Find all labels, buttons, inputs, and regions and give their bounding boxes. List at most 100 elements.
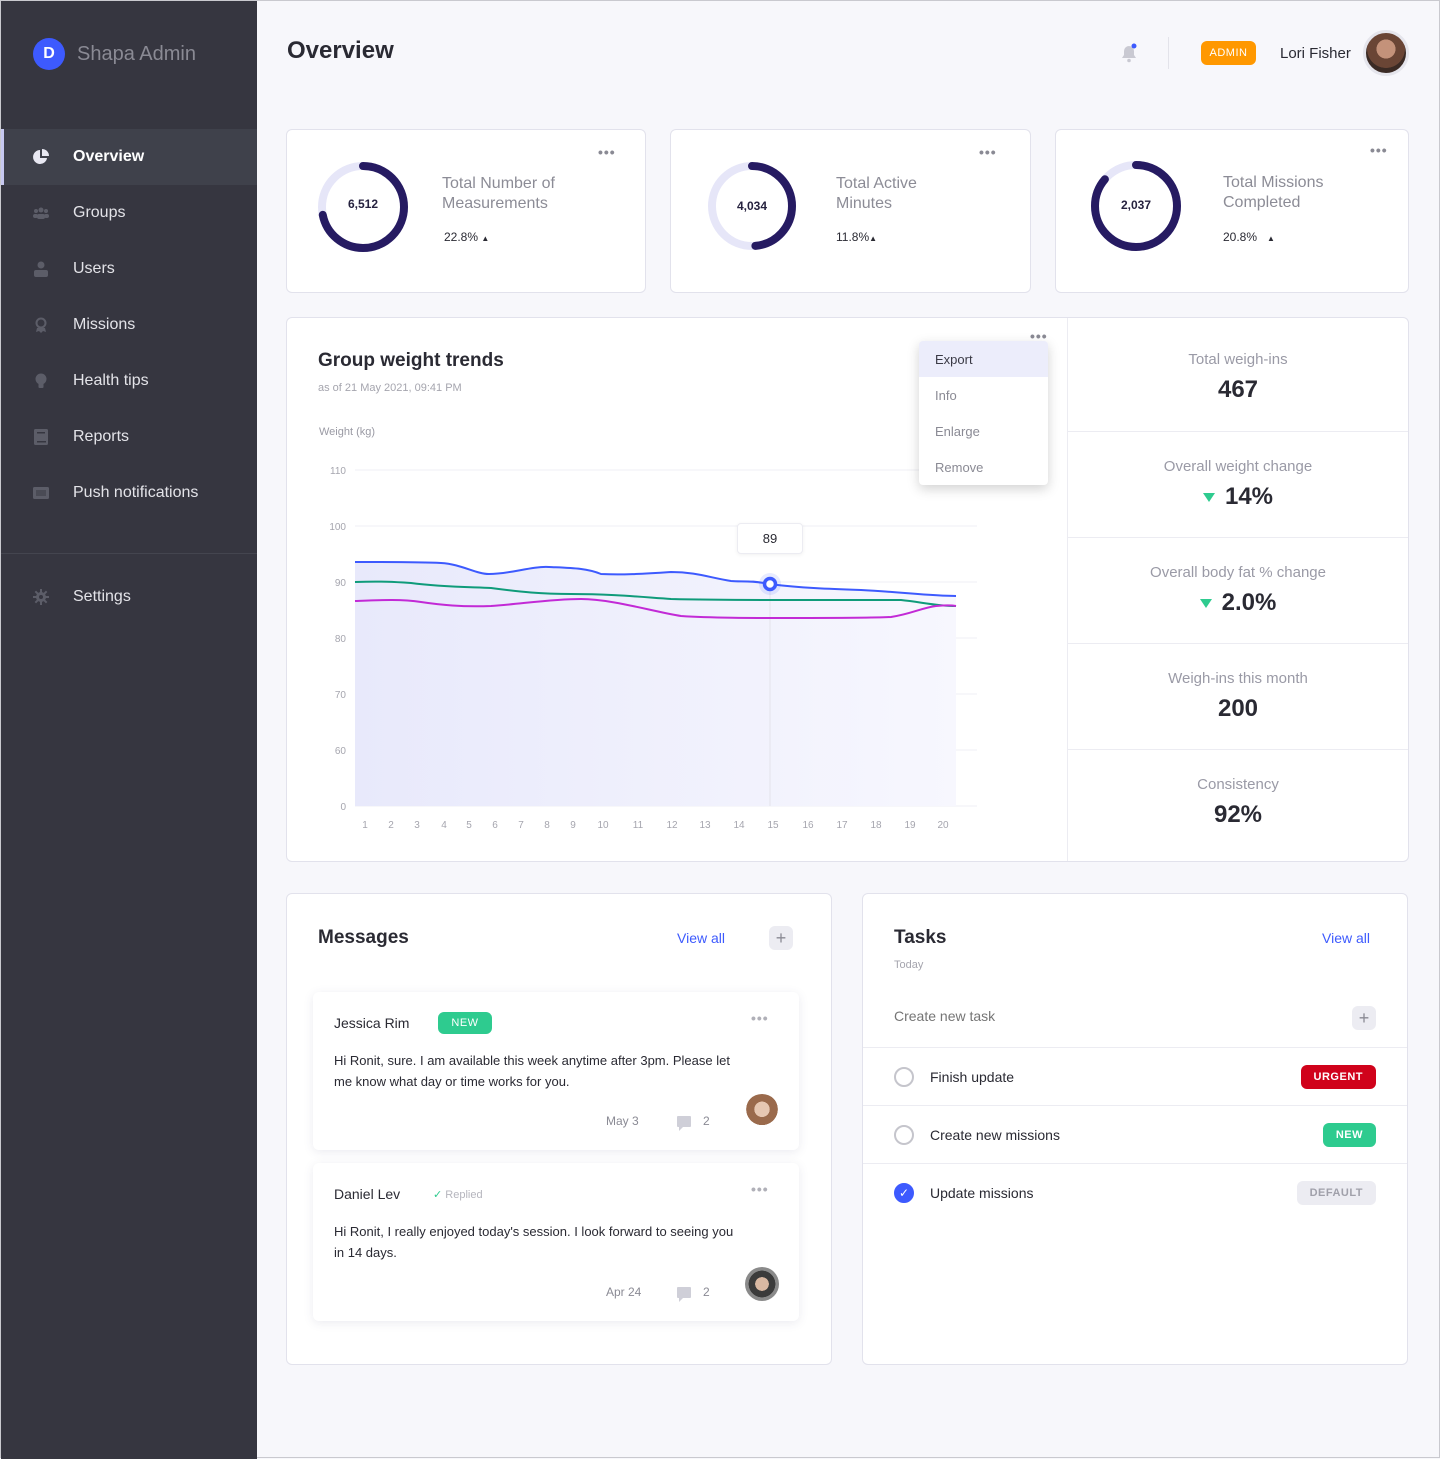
- menu-item-remove[interactable]: Remove: [935, 459, 984, 475]
- message-date: Apr 24: [606, 1285, 642, 1299]
- svg-text:17: 17: [836, 820, 848, 831]
- more-options-button[interactable]: •••: [598, 144, 616, 160]
- chart-title: Group weight trends: [318, 350, 504, 371]
- stat-label: Overall weight change: [1163, 458, 1313, 475]
- kpi-card-missions: 2,037 Total Missions Completed 20.8% ▲ ••…: [1055, 129, 1409, 293]
- plus-icon: +: [775, 927, 787, 948]
- svg-text:20: 20: [937, 820, 949, 831]
- add-message-button[interactable]: +: [769, 926, 793, 950]
- stat-value: 2.0%: [1068, 589, 1408, 617]
- sidebar-item-reports[interactable]: Reports: [1, 409, 257, 465]
- sidebar-item-label: Missions: [73, 316, 136, 333]
- kpi-card-active-minutes: 4,034 Total Active Minutes 11.8%▲ •••: [670, 129, 1031, 293]
- brand[interactable]: D Shapa Admin: [33, 38, 196, 70]
- message-item[interactable]: Daniel Lev ✓ Replied ••• Hi Ronit, I rea…: [313, 1163, 799, 1321]
- comment-icon: [677, 1286, 691, 1302]
- stat-value: 14%: [1068, 483, 1408, 511]
- messages-view-all-link[interactable]: View all: [677, 930, 725, 946]
- task-priority-badge: DEFAULT: [1296, 1180, 1376, 1205]
- donut-chart: [708, 162, 796, 250]
- svg-text:12: 12: [666, 820, 678, 831]
- role-badge: ADMIN: [1201, 41, 1256, 65]
- sidebar-item-overview[interactable]: Overview: [1, 129, 257, 185]
- user-name[interactable]: Lori Fisher: [1280, 45, 1351, 62]
- more-options-button[interactable]: •••: [979, 144, 997, 160]
- new-task-input[interactable]: [894, 1008, 1314, 1024]
- sidebar-item-missions[interactable]: Missions: [1, 297, 257, 353]
- task-checkbox-checked[interactable]: ✓: [894, 1182, 914, 1203]
- stat-weight-change: Overall weight change 14%: [1068, 431, 1408, 537]
- sidebar-item-push-notifications[interactable]: Push notifications: [1, 465, 257, 521]
- task-checkbox[interactable]: [894, 1066, 914, 1087]
- kpi-value: 4,034: [736, 199, 768, 213]
- chart-subtitle: as of 21 May 2021, 09:41 PM: [318, 382, 462, 394]
- kpi-card-measurements: 6,512 Total Number of Measurements 22.8% …: [286, 129, 646, 293]
- kpi-change: 20.8% ▲: [1223, 230, 1275, 244]
- header-divider: [1168, 37, 1169, 69]
- sidebar-item-settings[interactable]: Settings: [1, 569, 257, 625]
- message-status: ✓ Replied: [433, 1189, 483, 1201]
- svg-text:16: 16: [802, 820, 814, 831]
- tasks-view-all-link[interactable]: View all: [1322, 930, 1370, 946]
- svg-text:11: 11: [633, 820, 644, 831]
- chart-more-options-button[interactable]: •••: [1030, 328, 1048, 344]
- message-more-options-button[interactable]: •••: [751, 1010, 769, 1026]
- donut-chart: [318, 162, 408, 252]
- svg-text:1: 1: [362, 820, 368, 831]
- task-row: ✓ Update missions DEFAULT: [863, 1163, 1407, 1221]
- message-sender: Jessica Rim: [334, 1015, 410, 1031]
- message-more-options-button[interactable]: •••: [751, 1181, 769, 1197]
- menu-item-export[interactable]: Export: [919, 341, 1048, 377]
- add-task-button[interactable]: +: [1352, 1006, 1376, 1030]
- kpi-change: 22.8% ▲: [444, 230, 490, 244]
- svg-text:13: 13: [699, 820, 711, 831]
- sender-avatar: [745, 1267, 779, 1301]
- chart-options-menu: Export Info Enlarge Remove: [919, 341, 1048, 485]
- stat-value: 92%: [1213, 801, 1263, 828]
- message-item[interactable]: Jessica Rim NEW ••• Hi Ronit, sure. I am…: [313, 992, 799, 1150]
- sidebar-item-health-tips[interactable]: Health tips: [1, 353, 257, 409]
- svg-text:7: 7: [518, 820, 524, 831]
- gear-icon: [33, 589, 49, 605]
- stat-label: Consistency: [1197, 776, 1279, 793]
- stat-weigh-ins-month: Weigh-ins this month 200: [1068, 643, 1408, 749]
- svg-text:100: 100: [329, 522, 346, 533]
- task-row: Finish update URGENT: [863, 1047, 1407, 1105]
- message-sender: Daniel Lev: [334, 1186, 401, 1202]
- groups-icon: [33, 205, 49, 221]
- svg-text:70: 70: [335, 690, 347, 701]
- kpi-change: 11.8%▲: [836, 230, 878, 244]
- kpi-value: 6,512: [347, 197, 379, 211]
- more-options-button[interactable]: •••: [1370, 142, 1388, 158]
- sidebar-item-users[interactable]: Users: [1, 241, 257, 297]
- book-icon: [33, 429, 49, 445]
- brand-logo-icon: D: [33, 38, 65, 70]
- svg-text:90: 90: [335, 578, 347, 589]
- sidebar-divider: [1, 553, 257, 554]
- svg-text:8: 8: [544, 820, 550, 831]
- stat-body-fat-change: Overall body fat % change 2.0%: [1068, 537, 1408, 643]
- plus-icon: +: [1358, 1007, 1370, 1028]
- task-label: Create new missions: [930, 1126, 1060, 1143]
- sidebar-item-groups[interactable]: Groups: [1, 185, 257, 241]
- sidebar-item-label: Users: [73, 260, 115, 277]
- stat-total-weigh-ins: Total weigh-ins 467: [1068, 319, 1408, 425]
- menu-item-info[interactable]: Info: [935, 387, 957, 403]
- task-checkbox[interactable]: [894, 1124, 914, 1145]
- task-priority-badge: URGENT: [1300, 1064, 1376, 1089]
- menu-item-enlarge[interactable]: Enlarge: [935, 423, 980, 439]
- stat-value: 200: [1217, 695, 1259, 722]
- user-icon: [33, 261, 49, 277]
- svg-text:0: 0: [340, 802, 346, 813]
- user-avatar[interactable]: [1363, 30, 1409, 76]
- message-date: May 3: [606, 1114, 639, 1128]
- message-reply-count: 2: [677, 1114, 710, 1131]
- chart-tooltip: 89: [737, 523, 803, 554]
- notification-bell-icon[interactable]: [1120, 43, 1138, 63]
- tasks-title: Tasks: [894, 927, 947, 948]
- stat-label: Overall body fat % change: [1150, 564, 1326, 581]
- messages-title: Messages: [318, 927, 409, 948]
- task-priority-badge: NEW: [1322, 1122, 1376, 1147]
- sidebar-item-label: Health tips: [73, 372, 149, 389]
- award-icon: [33, 317, 49, 333]
